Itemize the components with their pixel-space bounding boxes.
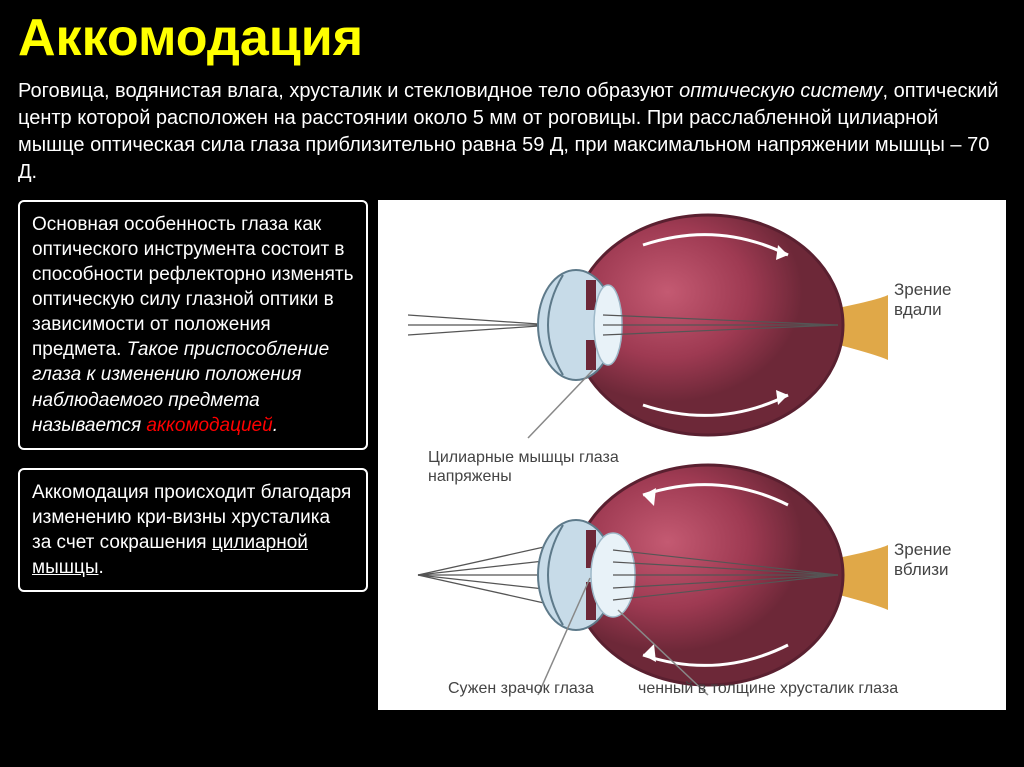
page-title: Аккомодация [18, 8, 1006, 68]
label-lens: ченный в толщине хрусталик глаза [638, 679, 918, 698]
left-column: Основная особенность глаза как оптическо… [18, 200, 368, 710]
label-far-vision: Зрение вдали [894, 280, 984, 321]
content-row: Основная особенность глаза как оптическо… [18, 200, 1006, 710]
eye-far [408, 210, 888, 440]
box1-italic-post: . [273, 415, 278, 436]
eye-near-svg [408, 460, 888, 700]
label-ciliary-muscles: Цилиарные мышцы глаза напряжены [428, 448, 628, 486]
box1-accent: аккомодацией [146, 415, 272, 436]
intro-italic: оптическую систему [679, 80, 882, 102]
eye-diagram: Зрение вдали Зрение вблизи Цилиарные мыш… [378, 200, 1006, 710]
label-pupil: Сужен зрачок глаза [448, 679, 628, 698]
definition-box: Основная особенность глаза как оптическо… [18, 200, 368, 450]
box2-post: . [99, 557, 104, 578]
label-near-vision: Зрение вблизи [894, 540, 984, 581]
mechanism-box: Аккомодация происходит благодаря изменен… [18, 468, 368, 592]
intro-pre: Роговица, водянистая влага, хрусталик и … [18, 80, 679, 102]
eye-near [408, 460, 888, 700]
eye-far-svg [408, 210, 888, 440]
intro-paragraph: Роговица, водянистая влага, хрусталик и … [18, 78, 1006, 186]
